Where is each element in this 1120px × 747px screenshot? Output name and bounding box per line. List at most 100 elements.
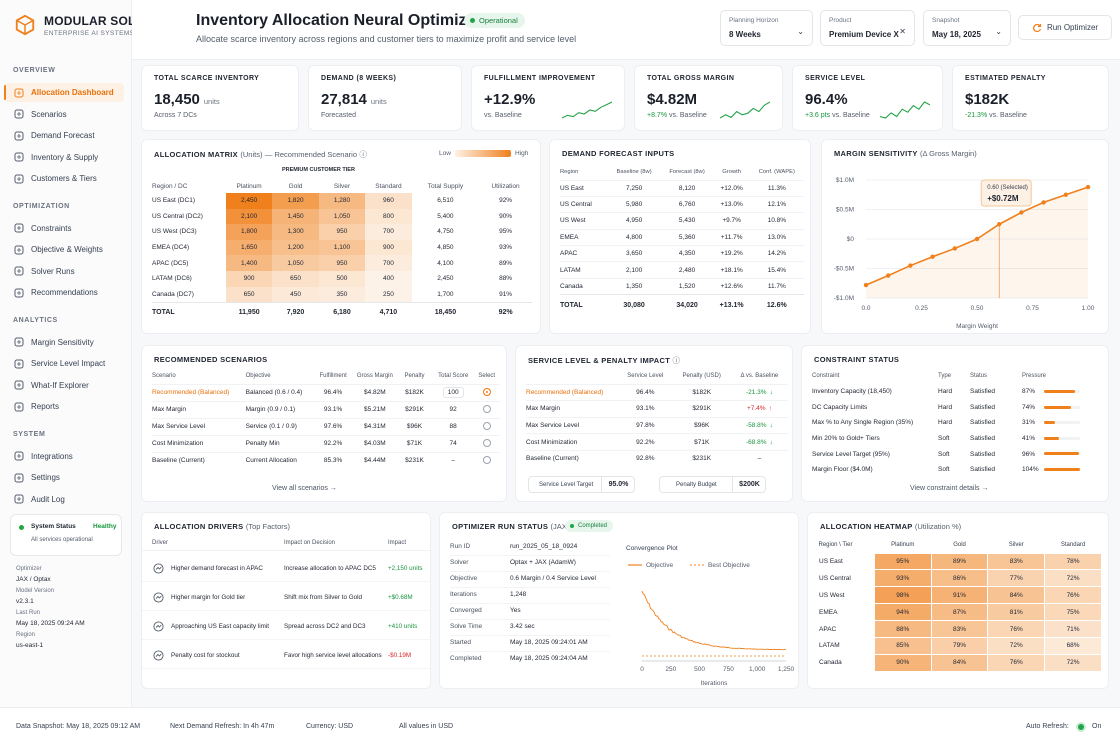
select-radio[interactable]	[482, 421, 491, 430]
select-radio[interactable]	[482, 455, 491, 464]
heat-cell: 98%	[873, 586, 932, 605]
driver-impact-text: Increase allocation to APAC DC5	[284, 565, 376, 572]
forecast-cell: +12.6%	[713, 277, 750, 295]
sidebar-item-settings[interactable]: Settings	[4, 468, 124, 487]
page-subtitle: Allocate scarce inventory across regions…	[196, 34, 577, 44]
refresh-icon	[1032, 23, 1042, 32]
drivers-title: ALLOCATION DRIVERS	[154, 522, 244, 531]
sidebar-item-audit-log[interactable]: Audit Log	[4, 490, 124, 509]
allocation-cell: 400	[365, 270, 412, 287]
forecast-cell: 15.4%	[749, 261, 804, 279]
scenario-row[interactable]: Max Margin Margin (0.9 / 0.1) 93.1% $5.21M $…	[152, 400, 500, 418]
allocation-cell: 1,650	[225, 239, 273, 256]
data-point[interactable]	[1063, 192, 1068, 197]
sidebar-item-customers-tiers[interactable]: Customers & Tiers	[4, 169, 124, 188]
data-point[interactable]	[1019, 210, 1024, 215]
table-row: EMEA 94% 87% 81% 75%	[818, 603, 1102, 622]
scenario-row[interactable]: Max Service Level Service (0.1 / 0.9) 97.6…	[152, 417, 500, 435]
scenario-cell: $182K	[396, 383, 433, 401]
sidebar-item-margin-sensitivity[interactable]: Margin Sensitivity	[4, 333, 124, 352]
column-header: Objective	[245, 372, 271, 379]
sidebar-item-what-if-explorer[interactable]: What-If Explorer	[4, 376, 124, 395]
system-status-sub: All services operational	[31, 537, 93, 543]
column-header: Total Supply	[427, 183, 464, 190]
snapshot-select[interactable]: Snapshot May 18, 2025 ⌄	[923, 10, 1011, 46]
info-icon: ⓘ	[359, 150, 367, 159]
heat-cell: 72%	[1044, 653, 1102, 672]
data-point[interactable]	[952, 246, 957, 251]
sidebar-item-allocation-dashboard[interactable]: Allocation Dashboard	[4, 83, 124, 102]
constraints-table: Constraint Type Status Pressure Inventory Ca…	[812, 368, 1102, 478]
tooltip-value: +$0.72M	[987, 194, 1019, 203]
driver-name: Higher margin for Gold tier	[171, 594, 246, 601]
auto-refresh-label: Auto Refresh:	[1026, 723, 1069, 730]
status-badge: Operational	[464, 13, 525, 28]
sidebar-item-service-level-impact[interactable]: Service Level Impact	[4, 354, 124, 373]
sidebar-item-constraints[interactable]: Constraints	[4, 219, 124, 238]
scenario-row[interactable]: Cost Minimization Penalty Min 92.2% $4.03M $…	[152, 434, 500, 452]
select-radio[interactable]	[482, 404, 491, 413]
scenario-cell: 74	[432, 434, 474, 452]
clear-icon[interactable]: ✕	[899, 27, 906, 36]
view-constraint-details-link[interactable]: View constraint details →	[910, 485, 989, 492]
allocation-cell: 1,200	[272, 239, 319, 256]
data-point[interactable]	[1085, 184, 1091, 190]
data-point[interactable]	[908, 263, 913, 268]
planning-horizon-select[interactable]: Planning Horizon 8 Weeks ⌄	[720, 10, 813, 46]
sidebar-item-inventory-supply[interactable]: Inventory & Supply	[4, 148, 124, 167]
heat-cell: 94%	[873, 603, 932, 622]
heat-cell: 88%	[873, 620, 932, 638]
column-header: Fulfillment	[319, 372, 347, 379]
heat-cell: 76%	[987, 620, 1046, 638]
sidebar-item-objective-weights[interactable]: Objective & Weights	[4, 240, 124, 259]
sidebar-item-solver-runs[interactable]: Solver Runs	[4, 262, 124, 281]
scenario-row[interactable]: Recommended (Balanced) Balanced (0.6 / 0.…	[152, 383, 500, 401]
pressure-value: 74%	[1022, 403, 1036, 411]
legend-objective: Objective	[646, 562, 673, 569]
region-cell: Canada	[818, 653, 875, 672]
x-tick-label: 500	[694, 666, 705, 673]
run-field-value: 1,248	[510, 591, 527, 598]
auto-refresh-toggle[interactable]	[1076, 722, 1086, 732]
product-select[interactable]: Product Premium Device X ✕	[820, 10, 915, 46]
select-radio[interactable]	[482, 438, 491, 447]
service-target-field[interactable]: Service Level Target 95.0%	[528, 476, 635, 493]
allocation-cell: 1,300	[272, 224, 319, 240]
driver-row: Higher demand forecast in APAC Increase a…	[142, 556, 432, 582]
data-point[interactable]	[930, 254, 935, 259]
allocation-cell: 1,280	[318, 193, 366, 209]
sidebar-item-recommendations[interactable]: Recommendations	[4, 283, 124, 302]
view-all-scenarios-link[interactable]: View all scenarios →	[272, 485, 337, 492]
service-cell: -68.8% ↓	[730, 433, 788, 451]
pressure-value: 41%	[1022, 435, 1036, 443]
data-point[interactable]	[863, 282, 869, 288]
gauge-icon	[14, 359, 24, 368]
data-point[interactable]	[974, 236, 980, 242]
arrow-right-icon: →	[329, 485, 337, 492]
table-row: EMEA (DC4) 1,650 1,200 1,100 900 4,850 93%	[152, 239, 532, 256]
penalty-budget-field[interactable]: Penalty Budget $200K	[659, 476, 766, 493]
allocation-cell: 500	[318, 270, 366, 287]
table-row: US Central 93% 86% 77% 72%	[818, 569, 1102, 588]
run-optimizer-button[interactable]: Run Optimizer	[1018, 15, 1112, 40]
scenario-cell: $71K	[396, 434, 433, 452]
constraint-type: Soft	[938, 466, 950, 474]
nav-section-optimization: OPTIMIZATION	[13, 202, 70, 210]
sidebar-item-integrations[interactable]: Integrations	[4, 447, 124, 466]
constraint-status: Satisfied	[970, 419, 995, 427]
column-header: Δ vs. Baseline	[740, 372, 779, 379]
select-radio[interactable]	[482, 387, 491, 396]
kpi-sub: +8.7% vs. Baseline	[647, 112, 707, 119]
scenario-cell: 92.2%	[312, 434, 354, 452]
recommended-scenarios-card: RECOMMENDED SCENARIOS Scenario Objective F…	[141, 345, 507, 502]
pressure-fill	[1044, 390, 1076, 394]
allocation-heatmap-card: ALLOCATION HEATMAP (Utilization %) Regio…	[807, 512, 1109, 689]
sidebar-item-scenarios[interactable]: Scenarios	[4, 105, 124, 124]
convergence-title: Convergence Plot	[626, 545, 678, 552]
data-point[interactable]	[886, 273, 891, 278]
scenario-row[interactable]: Baseline (Current) Current Allocation 85.3…	[152, 451, 500, 469]
data-point[interactable]	[1041, 200, 1046, 205]
sidebar-item-demand-forecast[interactable]: Demand Forecast	[4, 126, 124, 145]
sidebar-item-reports[interactable]: Reports	[4, 397, 124, 416]
table-row: EMEA 4,800 5,360 +11.7% 13.0%	[560, 228, 804, 246]
